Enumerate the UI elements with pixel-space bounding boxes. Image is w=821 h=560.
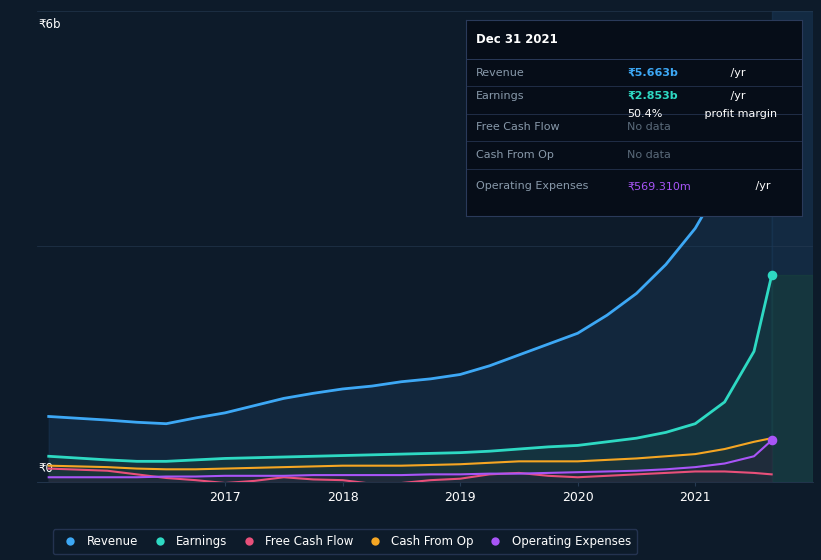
Text: Earnings: Earnings [475,91,524,101]
Point [765,271,778,280]
Text: Revenue: Revenue [475,68,525,77]
Text: No data: No data [627,150,671,160]
Text: ₹0: ₹0 [39,461,53,474]
Text: Cash From Op: Cash From Op [475,150,553,160]
Text: profit margin: profit margin [701,109,777,119]
Point [765,436,778,445]
Text: ₹2.853b: ₹2.853b [627,91,677,101]
Text: 50.4%: 50.4% [627,109,663,119]
Text: ₹5.663b: ₹5.663b [627,68,678,77]
Point [765,68,778,77]
Legend: Revenue, Earnings, Free Cash Flow, Cash From Op, Operating Expenses: Revenue, Earnings, Free Cash Flow, Cash … [53,529,637,554]
Text: /yr: /yr [752,181,771,191]
Bar [772,11,813,482]
Bar [772,276,813,482]
Text: /yr: /yr [727,68,745,77]
Text: Operating Expenses: Operating Expenses [475,181,588,191]
Text: Free Cash Flow: Free Cash Flow [475,123,559,132]
Text: Dec 31 2021: Dec 31 2021 [475,34,557,46]
Text: ₹6b: ₹6b [39,18,61,31]
Text: /yr: /yr [727,91,745,101]
Text: ₹569.310m: ₹569.310m [627,181,690,191]
Text: No data: No data [627,123,671,132]
